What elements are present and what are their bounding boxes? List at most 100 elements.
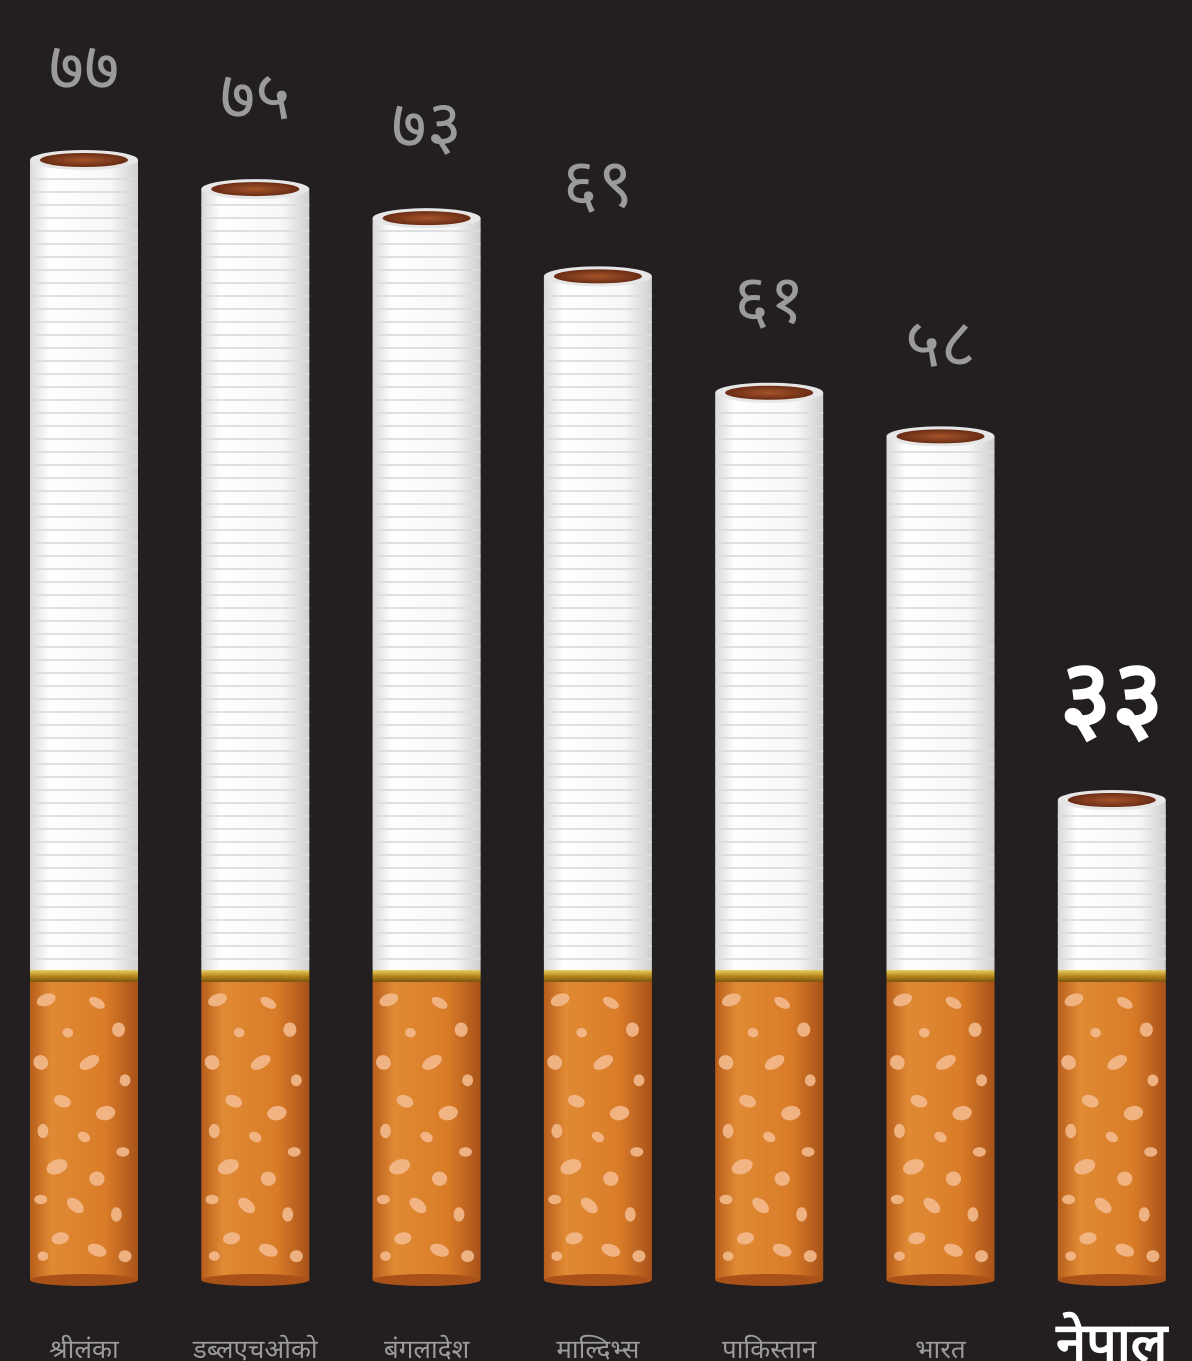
filter-dot — [283, 1023, 296, 1037]
bar-gold-band — [1058, 970, 1166, 982]
bar-tobacco — [40, 153, 128, 167]
filter-dot — [975, 1250, 988, 1262]
value-label: ७७ — [49, 28, 120, 107]
bar-paper-stripes — [544, 286, 652, 970]
filter-dot — [894, 1124, 905, 1138]
cigarette-bar — [715, 383, 823, 1286]
category-label: श्रीलंका — [49, 1334, 120, 1361]
filter-dot — [632, 1250, 645, 1262]
filter-dot — [797, 1023, 810, 1037]
cigarette-bar — [1058, 790, 1166, 1286]
filter-dot — [1139, 1207, 1150, 1221]
filter-dot — [380, 1251, 391, 1261]
filter-dot — [34, 1195, 47, 1205]
filter-dot — [625, 1207, 636, 1221]
value-label: ३३ — [1060, 637, 1164, 754]
bar-tobacco — [211, 182, 299, 196]
filter-dot — [976, 1074, 987, 1086]
filter-dot — [377, 1195, 390, 1205]
filter-dot — [723, 1124, 734, 1138]
filter-dot — [209, 1124, 220, 1138]
filter-dot — [548, 1195, 561, 1205]
value-label: ६९ — [563, 144, 634, 223]
bar-filter-bottom — [887, 1274, 995, 1286]
filter-dot — [802, 1147, 815, 1157]
bar-paper-stripes — [373, 228, 481, 970]
filter-dot — [973, 1147, 986, 1157]
category-label: पाकिस्तान — [722, 1334, 817, 1361]
bar-filter-bottom — [30, 1274, 138, 1286]
filter-dot — [454, 1207, 465, 1221]
filter-dot — [38, 1124, 49, 1138]
cigarette-bar — [373, 208, 481, 1286]
filter-dot — [116, 1147, 129, 1157]
cigarette-bar — [887, 426, 995, 1286]
filter-dot — [38, 1251, 49, 1261]
bar-gold-band — [887, 970, 995, 982]
bar-filter-bottom — [201, 1274, 309, 1286]
filter-dot — [1144, 1147, 1157, 1157]
category-label: नेपाल — [1055, 1311, 1170, 1361]
bar-filter-bottom — [715, 1274, 823, 1286]
filter-dot — [1065, 1251, 1076, 1261]
bar-tobacco — [383, 211, 471, 225]
category-label: भारत — [915, 1335, 967, 1361]
value-label: ६१ — [734, 261, 805, 340]
cigarette-bar — [30, 150, 138, 1286]
value-label: ७३ — [391, 86, 462, 165]
filter-dot — [1147, 1074, 1158, 1086]
bar-filter-bottom — [544, 1274, 652, 1286]
filter-dot — [209, 1251, 220, 1261]
filter-dot — [723, 1251, 734, 1261]
filter-dot — [551, 1251, 562, 1261]
bar-tobacco — [725, 386, 813, 400]
bar-gold-band — [715, 970, 823, 982]
bar-paper-stripes — [715, 403, 823, 970]
filter-dot — [626, 1023, 639, 1037]
filter-dot — [796, 1207, 807, 1221]
filter-dot — [291, 1074, 302, 1086]
bar-gold-band — [30, 970, 138, 982]
filter-dot — [461, 1250, 474, 1262]
filter-dot — [969, 1023, 982, 1037]
bar-tobacco — [554, 269, 642, 283]
filter-dot — [112, 1023, 125, 1037]
filter-dot — [455, 1023, 468, 1037]
filter-dot — [288, 1147, 301, 1157]
cigarette-bar — [201, 179, 309, 1286]
filter-dot — [206, 1195, 219, 1205]
filter-dot — [1065, 1124, 1076, 1138]
bar-filter-bottom — [373, 1274, 481, 1286]
category-label: बंगलादेश — [384, 1334, 471, 1361]
filter-dot — [119, 1250, 132, 1262]
bars-layer — [30, 150, 1166, 1286]
bar-paper-stripes — [1058, 810, 1166, 970]
bar-gold-band — [544, 970, 652, 982]
cigarette-bar — [544, 266, 652, 1286]
filter-dot — [805, 1074, 816, 1086]
filter-dot — [891, 1195, 904, 1205]
category-label: माल्दिभ्स — [556, 1334, 639, 1361]
bar-tobacco — [1068, 793, 1156, 807]
filter-dot — [804, 1250, 817, 1262]
bar-tobacco — [897, 429, 985, 443]
value-label: ५८ — [905, 304, 976, 383]
filter-dot — [634, 1074, 645, 1086]
filter-dot — [630, 1147, 643, 1157]
bar-paper-stripes — [30, 170, 138, 970]
filter-dot — [1146, 1250, 1159, 1262]
filter-dot — [1140, 1023, 1153, 1037]
bar-filter-bottom — [1058, 1274, 1166, 1286]
filter-dot — [120, 1074, 131, 1086]
filter-dot — [282, 1207, 293, 1221]
filter-dot — [290, 1250, 303, 1262]
value-label: ७५ — [220, 57, 291, 136]
bar-gold-band — [373, 970, 481, 982]
filter-dot — [968, 1207, 979, 1221]
filter-dot — [720, 1195, 733, 1205]
category-label: डब्लएचओको — [192, 1334, 319, 1361]
bar-paper-stripes — [887, 446, 995, 970]
bar-paper-stripes — [201, 199, 309, 970]
